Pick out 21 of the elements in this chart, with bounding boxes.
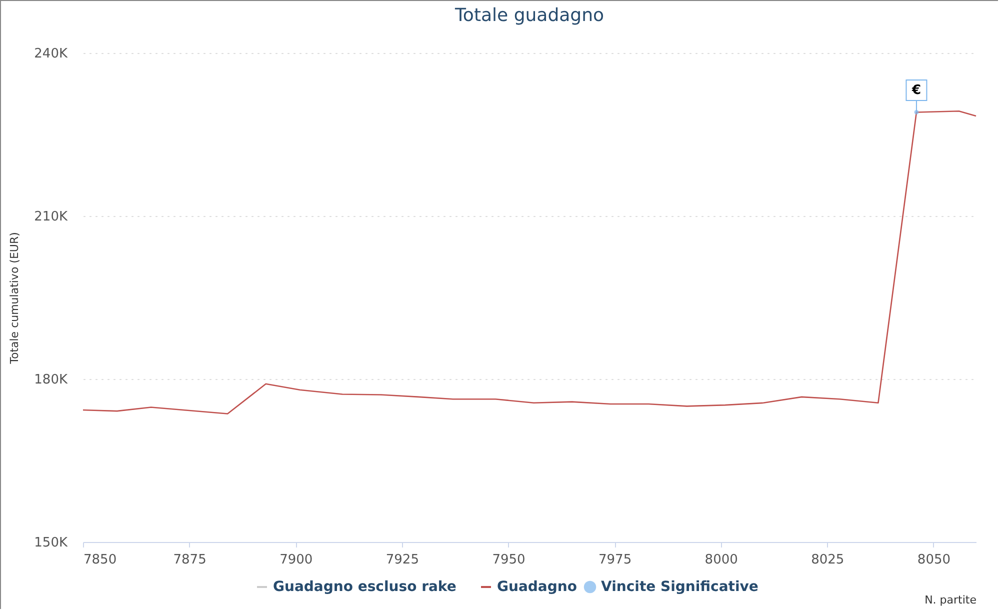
y-tick-label: 240K xyxy=(34,46,68,62)
x-tick-label: 7950 xyxy=(492,552,526,568)
y-tick-label: 180K xyxy=(34,372,68,388)
x-tick-label: 7975 xyxy=(598,552,632,568)
x-tick-label: 8000 xyxy=(704,552,738,568)
x-tick-label: 7925 xyxy=(386,552,419,568)
y-tick-label: 150K xyxy=(34,536,68,550)
x-tick-label: 7850 xyxy=(84,552,117,568)
x-tick-label: 7875 xyxy=(173,552,206,568)
x-tick-label: 7900 xyxy=(280,552,313,568)
legend-label: Guadagno escluso rake xyxy=(273,579,456,595)
legend-label: Vincite Significative xyxy=(601,579,758,595)
line-series xyxy=(82,110,977,414)
annotation: € xyxy=(910,83,921,98)
x-tick-label: 8025 xyxy=(811,552,844,568)
x-tick-label: 8050 xyxy=(917,552,951,568)
x-axis-title: N. partite xyxy=(924,594,977,606)
y-axis-title: Totale cumulativo (EUR) xyxy=(8,232,22,365)
y-tick-label: 210K xyxy=(34,210,68,224)
chart-title: Totale guadagno xyxy=(454,5,604,26)
legend-label: Guadagno xyxy=(497,579,578,595)
